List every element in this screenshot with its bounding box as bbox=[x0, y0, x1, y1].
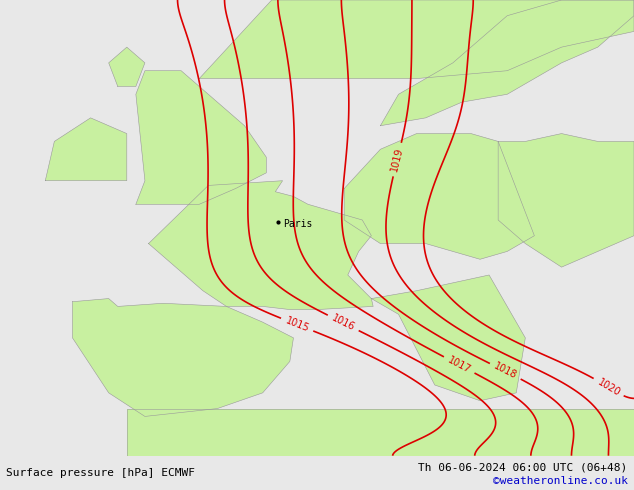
Polygon shape bbox=[72, 298, 294, 416]
Text: 1015: 1015 bbox=[284, 316, 311, 334]
Polygon shape bbox=[45, 118, 127, 181]
Polygon shape bbox=[498, 134, 634, 267]
Polygon shape bbox=[148, 181, 373, 310]
Polygon shape bbox=[199, 0, 634, 78]
Text: 1017: 1017 bbox=[446, 355, 472, 375]
Text: 1019: 1019 bbox=[389, 147, 405, 172]
Polygon shape bbox=[344, 134, 534, 259]
Polygon shape bbox=[380, 0, 634, 126]
Text: ©weatheronline.co.uk: ©weatheronline.co.uk bbox=[493, 476, 628, 486]
Polygon shape bbox=[136, 71, 266, 204]
Text: Th 06-06-2024 06:00 UTC (06+48): Th 06-06-2024 06:00 UTC (06+48) bbox=[418, 463, 628, 473]
Polygon shape bbox=[108, 47, 145, 86]
Polygon shape bbox=[127, 409, 634, 456]
Text: 1020: 1020 bbox=[595, 377, 622, 398]
Text: 1016: 1016 bbox=[330, 313, 356, 333]
Polygon shape bbox=[372, 275, 526, 401]
Text: Paris: Paris bbox=[283, 219, 313, 229]
Text: Surface pressure [hPa] ECMWF: Surface pressure [hPa] ECMWF bbox=[6, 468, 195, 478]
Text: 1018: 1018 bbox=[492, 361, 519, 381]
